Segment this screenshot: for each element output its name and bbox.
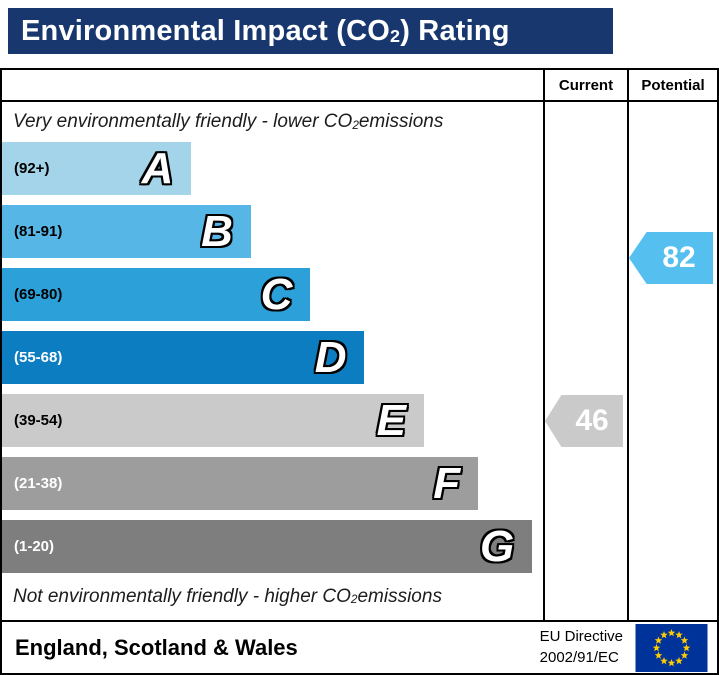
band-range-label: (21-38) [14,475,63,492]
chart-body: Very environmentally friendly - lower CO… [2,102,717,620]
band-bar-f: (21-38) F [2,457,479,510]
band-row-g: (1-20) G [2,520,543,573]
current-column: 46 [543,102,627,620]
rating-table: Current Potential Very environmentally f… [0,68,719,675]
current-rating-arrow: 46 [545,395,623,447]
band-bar-a: (92+) A [2,142,192,195]
eu-flag-icon [635,623,708,672]
title-text-pre: Environmental Impact (CO [21,14,390,47]
band-bar-d: (55-68) D [2,331,365,384]
band-row-b: (81-91) B [2,205,543,258]
band-range-label: (81-91) [14,223,63,240]
title-text-post: ) Rating [400,14,510,47]
region-label: England, Scotland & Wales [15,634,298,660]
band-letter: G [479,521,515,571]
chart-title: Environmental Impact (CO 2) Rating [8,8,613,54]
band-bar-b: (81-91) B [2,205,251,258]
band-row-f: (21-38) F [2,457,543,510]
band-bar-g: (1-20) G [2,520,533,573]
band-range-label: (69-80) [14,286,63,303]
eu-directive-line1: EU Directive [539,628,623,646]
bottom-note-text-end: emissions [357,585,442,607]
band-letter: D [314,332,347,382]
band-row-e: (39-54) E [2,394,543,447]
band-range-label: (55-68) [14,349,63,366]
band-letter: B [201,206,233,256]
eu-directive-line2: 2002/91/EC [539,648,619,666]
table-footer: England, Scotland & Wales EU Directive 2… [2,620,717,673]
band-range-label: (1-20) [14,538,55,555]
band-letter: E [376,395,406,445]
band-range-label: (92+) [14,160,50,177]
top-note-subscript: 2 [352,118,359,132]
band-letter: A [141,143,174,193]
header-spacer [2,70,543,100]
table-header-row: Current Potential [2,70,717,102]
top-note-text: Very environmentally friendly - lower CO [13,111,353,132]
rating-bands: (92+) A (81-91) B (69-80) C [2,142,543,573]
potential-rating-arrow: 82 [629,232,713,284]
band-bar-c: (69-80) C [2,268,311,321]
rating-bands-column: Very environmentally friendly - lower CO… [2,102,543,620]
band-bar-e: (39-54) E [2,394,424,447]
band-row-a: (92+) A [2,142,543,195]
bottom-note: Not environmentally friendly - higher CO… [2,573,543,620]
bottom-note-text: Not environmentally friendly - higher CO [13,585,351,607]
top-note-text-end: emissions [358,111,444,132]
bottom-note-subscript: 2 [350,593,358,607]
top-note: Very environmentally friendly - lower CO… [2,102,543,142]
eu-directive-label: EU Directive 2002/91/EC [540,627,623,668]
potential-column: 82 [627,102,717,620]
band-range-label: (39-54) [14,412,63,429]
band-letter: F [433,458,461,508]
potential-column-header: Potential [627,70,717,100]
band-row-c: (69-80) C [2,268,543,321]
band-row-d: (55-68) D [2,331,543,384]
title-subscript: 2 [389,25,401,46]
current-column-header: Current [543,70,627,100]
band-letter: C [260,269,293,319]
